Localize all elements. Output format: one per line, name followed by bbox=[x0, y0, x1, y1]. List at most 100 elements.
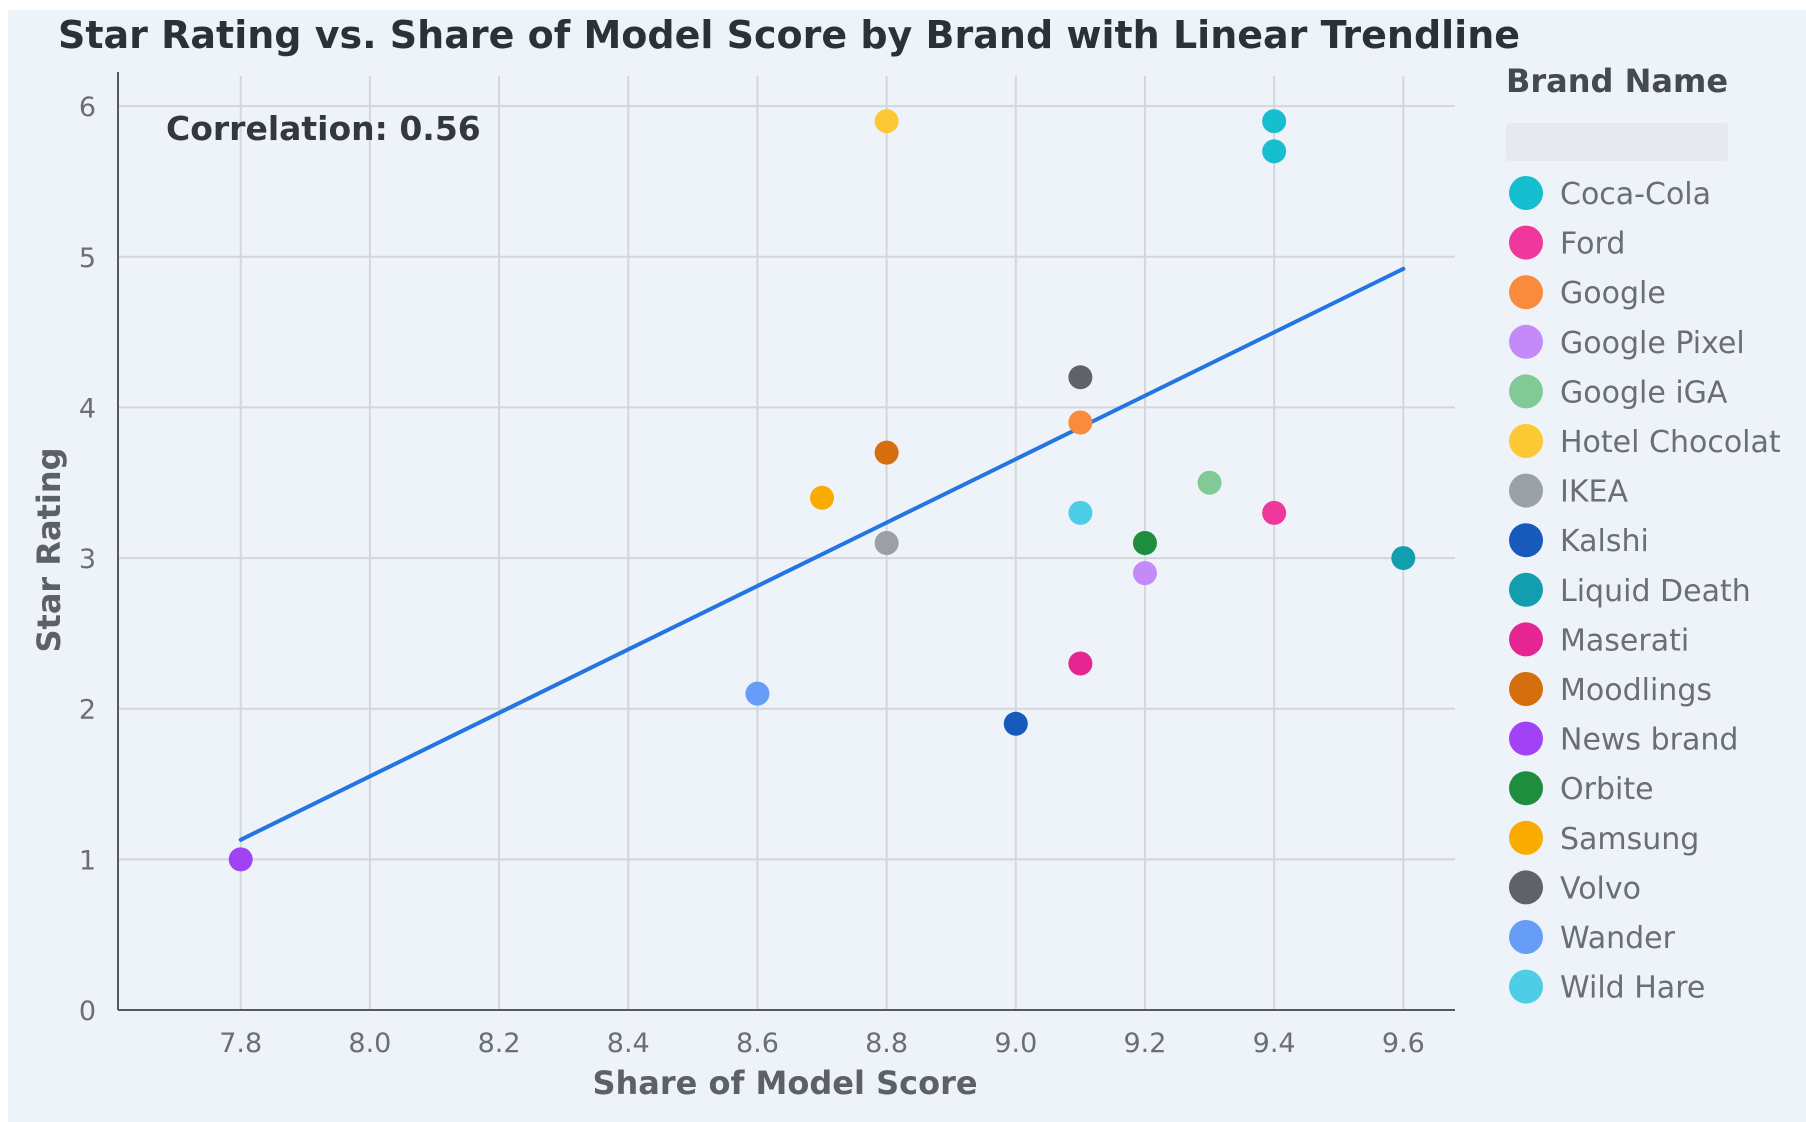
point-ford[interactable] bbox=[1262, 500, 1287, 525]
legend-item-google[interactable]: Google bbox=[1509, 275, 1666, 311]
x-tick-label: 9.2 bbox=[1123, 1028, 1166, 1059]
legend-item-coca-cola[interactable]: Coca-Cola bbox=[1509, 176, 1711, 212]
scatter-chart: Star Rating vs. Share of Model Score by … bbox=[30, 13, 1781, 1102]
y-tick-label: 1 bbox=[79, 845, 96, 876]
legend-swatch bbox=[1509, 920, 1543, 954]
chart-container: Star Rating vs. Share of Model Score by … bbox=[8, 10, 1806, 1122]
point-news-brand[interactable] bbox=[228, 847, 253, 872]
point-maserati[interactable] bbox=[1068, 651, 1093, 676]
legend-item-google-iga[interactable]: Google iGA bbox=[1509, 374, 1728, 410]
legend-item-wander[interactable]: Wander bbox=[1509, 920, 1676, 956]
point-hotel-chocolat[interactable] bbox=[874, 109, 899, 134]
legend-item-maserati[interactable]: Maserati bbox=[1509, 622, 1689, 658]
legend-item-google-pixel[interactable]: Google Pixel bbox=[1509, 324, 1745, 361]
point-wander[interactable] bbox=[745, 681, 770, 706]
legend-item-samsung[interactable]: Samsung bbox=[1509, 820, 1699, 857]
legend-item-ford[interactable]: Ford bbox=[1509, 225, 1625, 262]
y-tick-label: 4 bbox=[79, 393, 96, 424]
legend-swatch bbox=[1509, 473, 1543, 508]
legend-item-moodlings[interactable]: Moodlings bbox=[1509, 672, 1712, 708]
point-coca-cola[interactable] bbox=[1262, 109, 1287, 134]
legend-swatch bbox=[1509, 374, 1543, 409]
legend-label: Samsung bbox=[1560, 822, 1699, 857]
legend-label: IKEA bbox=[1560, 475, 1628, 510]
data-points bbox=[228, 109, 1416, 872]
legend-item-hotel-chocolat[interactable]: Hotel Chocolat bbox=[1509, 424, 1781, 460]
x-tick-label: 9.0 bbox=[994, 1028, 1037, 1059]
legend-swatch bbox=[1509, 324, 1543, 359]
legend-label: Wander bbox=[1560, 921, 1676, 956]
legend-label: Orbite bbox=[1560, 772, 1654, 807]
legend-swatch bbox=[1509, 225, 1543, 260]
y-tick-label: 0 bbox=[79, 996, 96, 1027]
point-coca-cola[interactable] bbox=[1262, 139, 1287, 164]
legend-swatch bbox=[1509, 721, 1543, 756]
legend-label: Google iGA bbox=[1560, 375, 1728, 410]
legend: Brand Name Coca-Cola Ford Google Google Pix… bbox=[1506, 62, 1781, 1006]
legend-swatch bbox=[1509, 820, 1543, 855]
legend-label: Wild Hare bbox=[1560, 971, 1705, 1006]
legend-swatch bbox=[1509, 622, 1543, 657]
legend-label: Google bbox=[1560, 276, 1666, 311]
legend-swatch bbox=[1509, 176, 1543, 210]
legend-label: Maserati bbox=[1560, 623, 1689, 658]
y-axis-label: Star Rating bbox=[30, 447, 68, 652]
y-tick-label: 6 bbox=[79, 92, 96, 123]
legend-item-liquid-death[interactable]: Liquid Death bbox=[1509, 572, 1751, 609]
x-axis-label: Share of Model Score bbox=[592, 1064, 977, 1102]
legend-label: Volvo bbox=[1560, 871, 1641, 906]
legend-item-news-brand[interactable]: News brand bbox=[1509, 721, 1738, 758]
legend-filter-box[interactable] bbox=[1506, 123, 1728, 161]
legend-swatch bbox=[1509, 969, 1543, 1004]
x-tick-label: 9.4 bbox=[1253, 1028, 1296, 1059]
plot-area bbox=[118, 76, 1455, 1010]
y-tick-label: 5 bbox=[79, 243, 96, 274]
legend-label: Coca-Cola bbox=[1560, 177, 1711, 212]
point-google[interactable] bbox=[1068, 410, 1093, 435]
legend-item-orbite[interactable]: Orbite bbox=[1509, 771, 1654, 807]
legend-swatch bbox=[1509, 275, 1543, 310]
trendline bbox=[238, 266, 1406, 842]
x-tick-label: 8.0 bbox=[348, 1028, 391, 1059]
axes bbox=[117, 72, 1455, 1011]
legend-swatch bbox=[1509, 523, 1543, 558]
y-tick-label: 3 bbox=[79, 544, 96, 575]
legend-label: Liquid Death bbox=[1560, 574, 1751, 609]
tick-labels: 7.8 8.0 8.2 8.4 8.6 8.8 9.0 9.2 9.4 9.6 0 1 2 3 4 5 6 bbox=[79, 92, 1425, 1059]
point-liquid-death[interactable] bbox=[1391, 546, 1416, 571]
point-moodlings[interactable] bbox=[874, 440, 899, 465]
legend-label: Moodlings bbox=[1560, 673, 1712, 708]
legend-swatch bbox=[1509, 424, 1543, 458]
point-samsung[interactable] bbox=[810, 485, 835, 510]
legend-label: Hotel Chocolat bbox=[1560, 425, 1781, 460]
legend-label: Kalshi bbox=[1560, 524, 1649, 559]
point-volvo[interactable] bbox=[1068, 365, 1093, 390]
legend-swatch bbox=[1509, 572, 1543, 607]
x-tick-label: 8.6 bbox=[736, 1028, 779, 1059]
x-tick-label: 8.8 bbox=[865, 1028, 908, 1059]
point-google-pixel[interactable] bbox=[1132, 561, 1157, 586]
legend-label: News brand bbox=[1560, 723, 1738, 758]
point-google-iga[interactable] bbox=[1197, 470, 1222, 495]
point-ikea[interactable] bbox=[874, 531, 899, 555]
point-wild-hare[interactable] bbox=[1068, 500, 1093, 525]
legend-swatch bbox=[1509, 771, 1543, 806]
x-tick-label: 8.4 bbox=[607, 1028, 650, 1059]
y-tick-label: 2 bbox=[79, 695, 96, 726]
legend-items: Coca-Cola Ford Google Google Pixel Google iG… bbox=[1509, 176, 1781, 1006]
chart-title: Star Rating vs. Share of Model Score by … bbox=[58, 13, 1520, 57]
legend-label: Ford bbox=[1560, 227, 1625, 262]
x-tick-label: 9.6 bbox=[1382, 1028, 1425, 1059]
legend-item-wild-hare[interactable]: Wild Hare bbox=[1509, 969, 1705, 1006]
point-orbite[interactable] bbox=[1132, 531, 1157, 555]
legend-title: Brand Name bbox=[1506, 62, 1728, 100]
legend-item-ikea[interactable]: IKEA bbox=[1509, 473, 1628, 510]
legend-swatch bbox=[1509, 672, 1543, 706]
point-kalshi[interactable] bbox=[1003, 711, 1028, 736]
legend-item-kalshi[interactable]: Kalshi bbox=[1509, 523, 1649, 559]
legend-label: Google Pixel bbox=[1560, 326, 1745, 361]
trendline-layer bbox=[238, 266, 1406, 842]
legend-item-volvo[interactable]: Volvo bbox=[1509, 870, 1641, 906]
x-tick-label: 7.8 bbox=[219, 1028, 262, 1059]
correlation-annotation: Correlation: 0.56 bbox=[166, 109, 481, 148]
